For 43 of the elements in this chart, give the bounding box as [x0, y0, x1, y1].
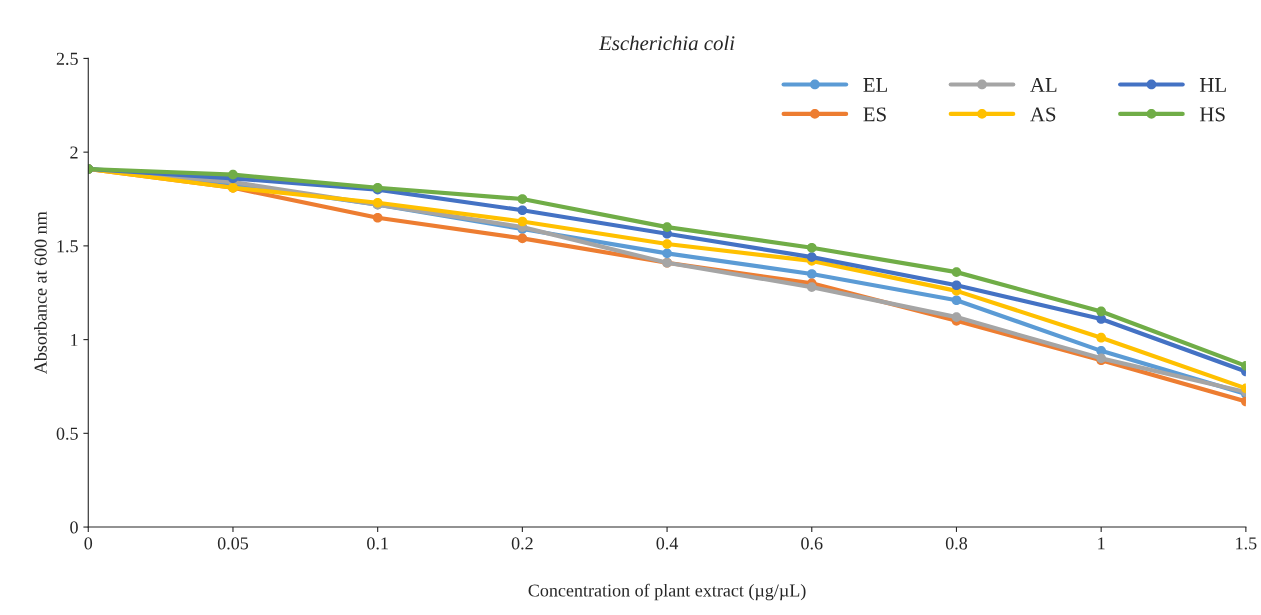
x-tick-label: 0.1 [367, 537, 388, 550]
y-tick-label: 1 [71, 333, 78, 346]
point [517, 205, 528, 216]
point [951, 280, 962, 291]
point [951, 267, 962, 277]
point [806, 252, 817, 262]
point [1096, 332, 1107, 343]
point [806, 242, 817, 253]
legend-label: EL [863, 78, 887, 92]
point [662, 222, 672, 232]
x-tick-label: 0.05 [217, 537, 249, 550]
legend-label: ES [863, 107, 886, 122]
x-axis-title: Concentration of plant extract (µg/µL) [528, 583, 806, 601]
legend-label: HL [1199, 78, 1226, 92]
legend-label: AS [1030, 107, 1056, 122]
point [517, 216, 528, 227]
point [517, 233, 528, 244]
x-tick-label: 1 [1098, 537, 1105, 550]
x-tick-label: 0 [84, 537, 93, 550]
point [806, 269, 817, 279]
y-tick-label: 2.5 [56, 52, 78, 65]
point [517, 194, 528, 204]
x-tick-label: 0.4 [656, 537, 679, 550]
x-tick-label: 0.6 [801, 537, 823, 550]
legend-label: HS [1199, 107, 1225, 122]
point [662, 239, 672, 249]
x-tick-label: 0.2 [511, 537, 533, 550]
point [951, 295, 962, 306]
point [228, 169, 238, 180]
y-tick-label: 2 [70, 146, 78, 159]
point [1096, 306, 1107, 317]
point [806, 282, 817, 292]
point [372, 212, 383, 223]
y-tick-label: 1.5 [57, 240, 78, 253]
legend-label: AL [1030, 78, 1057, 92]
y-tick-label: 0 [70, 521, 78, 534]
x-tick-label: 1.5 [1236, 537, 1257, 550]
y-tick-label: 0.5 [56, 427, 78, 440]
chart-title: Escherichia coli [598, 35, 735, 51]
x-tick-label: 0.8 [945, 537, 968, 550]
point [951, 312, 962, 322]
y-axis-title: Absorbance at 600 nm [34, 211, 47, 375]
point [662, 248, 672, 259]
